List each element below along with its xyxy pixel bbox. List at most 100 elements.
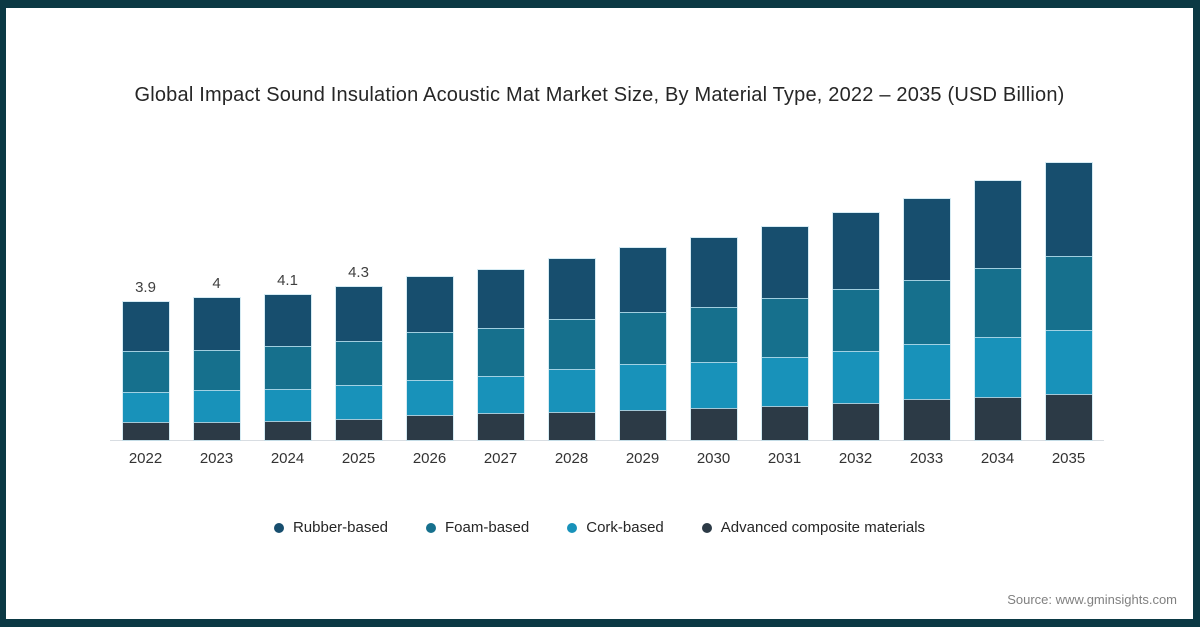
- bar-segment-rubber-based[interactable]: [122, 301, 169, 352]
- bar-segment-rubber-based[interactable]: [477, 269, 524, 329]
- stacked-bar-2025[interactable]: [335, 287, 382, 440]
- bar-segment-rubber-based[interactable]: [619, 248, 666, 313]
- bar-segment-advanced-composite-materials[interactable]: [832, 402, 879, 440]
- bar-segment-foam-based[interactable]: [761, 298, 808, 357]
- bar-segment-foam-based[interactable]: [974, 267, 1021, 338]
- bar-segment-advanced-composite-materials[interactable]: [761, 406, 808, 440]
- bar-segment-advanced-composite-materials[interactable]: [1045, 393, 1092, 440]
- bar-segment-foam-based[interactable]: [477, 328, 524, 377]
- legend-item-cork-based[interactable]: Cork-based: [567, 519, 664, 536]
- bar-column-2024: 4.1: [252, 140, 323, 440]
- bar-segment-rubber-based[interactable]: [264, 294, 311, 347]
- bar-segment-cork-based[interactable]: [832, 351, 879, 403]
- legend-label: Cork-based: [586, 519, 664, 536]
- legend-item-advanced-composite-materials[interactable]: Advanced composite materials: [701, 519, 926, 536]
- bar-segment-rubber-based[interactable]: [832, 212, 879, 290]
- bar-segment-cork-based[interactable]: [974, 337, 1021, 398]
- bar-segment-cork-based[interactable]: [335, 385, 382, 419]
- bar-segment-cork-based[interactable]: [1045, 330, 1092, 394]
- stacked-bar-2035[interactable]: [1045, 163, 1092, 440]
- bar-segment-advanced-composite-materials[interactable]: [903, 399, 950, 440]
- legend-item-foam-based[interactable]: Foam-based: [426, 519, 529, 536]
- stacked-bar-2031[interactable]: [761, 227, 808, 440]
- stacked-bar-2022[interactable]: [122, 301, 169, 440]
- bar-segment-cork-based[interactable]: [761, 356, 808, 407]
- x-axis-label-2034: 2034: [980, 450, 1015, 467]
- bar-segment-rubber-based[interactable]: [974, 180, 1021, 268]
- stacked-bar-2028[interactable]: [548, 258, 595, 440]
- legend-dot-icon: [426, 522, 437, 533]
- bar-segment-advanced-composite-materials[interactable]: [264, 420, 311, 440]
- bar-segment-advanced-composite-materials[interactable]: [193, 422, 240, 440]
- stacked-bar-2034[interactable]: [974, 180, 1021, 440]
- bar-segment-cork-based[interactable]: [264, 388, 311, 421]
- legend-label: Advanced composite materials: [720, 519, 926, 536]
- x-axis-label-2030: 2030: [696, 450, 731, 467]
- x-axis-label-2022: 2022: [128, 450, 163, 467]
- legend-dot-icon: [567, 522, 578, 533]
- bar-segment-rubber-based[interactable]: [690, 237, 737, 308]
- bar-segment-foam-based[interactable]: [548, 319, 595, 370]
- bar-segment-foam-based[interactable]: [335, 340, 382, 386]
- x-axis-label-2023: 2023: [199, 450, 234, 467]
- bar-column-2032: [820, 140, 891, 440]
- bar-segment-rubber-based[interactable]: [193, 298, 240, 350]
- x-axis-label-2024: 2024: [270, 450, 305, 467]
- bar-segment-rubber-based[interactable]: [406, 276, 453, 332]
- bar-column-2035: [1033, 140, 1104, 440]
- bar-segment-foam-based[interactable]: [406, 331, 453, 380]
- bar-segment-advanced-composite-materials[interactable]: [406, 415, 453, 440]
- bar-total-label: 4: [212, 275, 221, 293]
- bar-segment-foam-based[interactable]: [193, 349, 240, 391]
- bar-segment-advanced-composite-materials[interactable]: [335, 418, 382, 440]
- stacked-bar-2023[interactable]: [193, 298, 240, 440]
- bar-segment-cork-based[interactable]: [477, 376, 524, 414]
- stacked-bar-2024[interactable]: [264, 294, 311, 440]
- stacked-bar-2032[interactable]: [832, 212, 879, 440]
- bar-segment-cork-based[interactable]: [122, 392, 169, 423]
- bar-segment-rubber-based[interactable]: [548, 258, 595, 320]
- bar-segment-foam-based[interactable]: [690, 307, 737, 363]
- bar-column-2029: [607, 140, 678, 440]
- bar-segment-cork-based[interactable]: [690, 362, 737, 409]
- bar-segment-cork-based[interactable]: [619, 363, 666, 410]
- bar-segment-advanced-composite-materials[interactable]: [974, 397, 1021, 440]
- bar-segment-advanced-composite-materials[interactable]: [690, 408, 737, 440]
- bar-segment-advanced-composite-materials[interactable]: [619, 409, 666, 440]
- bar-segment-foam-based[interactable]: [1045, 255, 1092, 331]
- stacked-bar-2027[interactable]: [477, 269, 524, 440]
- bar-column-2027: [465, 140, 536, 440]
- bar-column-2025: 4.3: [323, 140, 394, 440]
- bar-segment-advanced-composite-materials[interactable]: [548, 411, 595, 440]
- plot-area: 3.9 4 4.1 4.3: [110, 140, 1104, 441]
- bar-segment-foam-based[interactable]: [832, 289, 879, 352]
- legend-item-rubber-based[interactable]: Rubber-based: [273, 519, 388, 536]
- bar-segment-foam-based[interactable]: [122, 351, 169, 393]
- x-axis-label-2025: 2025: [341, 450, 376, 467]
- bar-segment-rubber-based[interactable]: [335, 287, 382, 341]
- stacked-bar-2029[interactable]: [619, 248, 666, 440]
- bar-segment-rubber-based[interactable]: [761, 227, 808, 299]
- bar-segment-rubber-based[interactable]: [903, 198, 950, 281]
- legend-dot-icon: [273, 522, 284, 533]
- bar-segment-foam-based[interactable]: [264, 346, 311, 389]
- bar-segment-cork-based[interactable]: [406, 379, 453, 416]
- bar-segment-cork-based[interactable]: [548, 369, 595, 412]
- bar-segment-cork-based[interactable]: [903, 344, 950, 400]
- bar-column-2023: 4: [181, 140, 252, 440]
- bar-segment-foam-based[interactable]: [619, 312, 666, 364]
- bar-column-2022: 3.9: [110, 140, 181, 440]
- legend-dot-icon: [701, 522, 712, 533]
- x-axis-label-2031: 2031: [767, 450, 802, 467]
- stacked-bar-2033[interactable]: [903, 198, 950, 440]
- bar-column-2033: [891, 140, 962, 440]
- bar-segment-rubber-based[interactable]: [1045, 163, 1092, 256]
- bar-column-2034: [962, 140, 1033, 440]
- bar-column-2031: [749, 140, 820, 440]
- bar-segment-advanced-composite-materials[interactable]: [122, 422, 169, 440]
- bar-segment-foam-based[interactable]: [903, 280, 950, 345]
- bar-segment-cork-based[interactable]: [193, 390, 240, 423]
- stacked-bar-2026[interactable]: [406, 276, 453, 440]
- bar-segment-advanced-composite-materials[interactable]: [477, 413, 524, 440]
- stacked-bar-2030[interactable]: [690, 237, 737, 440]
